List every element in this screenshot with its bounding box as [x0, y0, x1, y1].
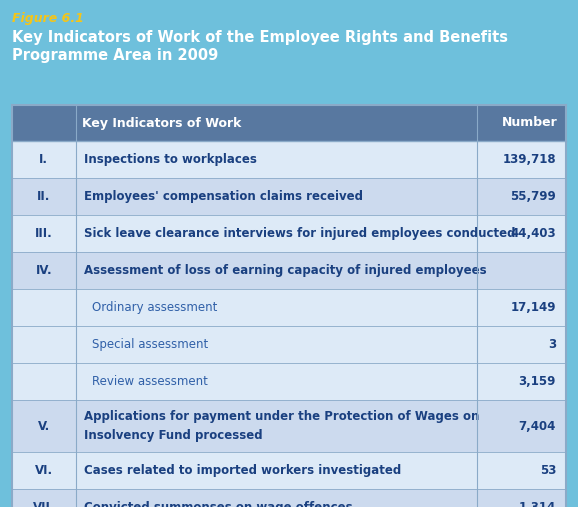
Bar [12, 489, 566, 507]
Text: Convicted summonses on wage offences: Convicted summonses on wage offences [84, 501, 353, 507]
Text: Programme Area in 2009: Programme Area in 2009 [12, 48, 218, 63]
Text: Ordinary assessment: Ordinary assessment [92, 301, 217, 314]
Text: Number: Number [502, 117, 558, 129]
Bar [12, 141, 566, 178]
Bar [12, 289, 566, 326]
Text: IV.: IV. [35, 264, 52, 277]
Text: Insolvency Fund processed: Insolvency Fund processed [84, 429, 262, 442]
Text: 55,799: 55,799 [510, 190, 556, 203]
Bar [12, 452, 566, 489]
Bar [12, 400, 566, 452]
Text: Key Indicators of Work: Key Indicators of Work [81, 117, 241, 129]
Text: Sick leave clearance interviews for injured employees conducted: Sick leave clearance interviews for inju… [84, 227, 515, 240]
Text: Special assessment: Special assessment [92, 338, 208, 351]
Bar [12, 105, 566, 141]
Bar [12, 215, 566, 252]
Text: 3,159: 3,159 [518, 375, 556, 388]
Text: Assessment of loss of earning capacity of injured employees: Assessment of loss of earning capacity o… [84, 264, 486, 277]
Text: Inspections to workplaces: Inspections to workplaces [84, 153, 257, 166]
Text: 1,314: 1,314 [518, 501, 556, 507]
Text: Employees' compensation claims received: Employees' compensation claims received [84, 190, 363, 203]
Text: 3: 3 [548, 338, 556, 351]
Text: 44,403: 44,403 [510, 227, 556, 240]
Text: 53: 53 [540, 464, 556, 477]
Bar [12, 363, 566, 400]
Text: II.: II. [37, 190, 50, 203]
Bar [12, 178, 566, 215]
Text: Figure 6.1: Figure 6.1 [12, 12, 84, 25]
Text: VII.: VII. [32, 501, 55, 507]
Text: Applications for payment under the Protection of Wages on: Applications for payment under the Prote… [84, 410, 479, 423]
Text: III.: III. [35, 227, 53, 240]
Text: Key Indicators of Work of the Employee Rights and Benefits: Key Indicators of Work of the Employee R… [12, 30, 508, 45]
Text: V.: V. [38, 419, 50, 432]
Text: Cases related to imported workers investigated: Cases related to imported workers invest… [84, 464, 401, 477]
Text: VI.: VI. [35, 464, 53, 477]
Bar [12, 326, 566, 363]
Bar [12, 252, 566, 289]
Text: 17,149: 17,149 [510, 301, 556, 314]
Text: 139,718: 139,718 [502, 153, 556, 166]
Text: Review assessment: Review assessment [92, 375, 208, 388]
Text: 7,404: 7,404 [518, 419, 556, 432]
Text: I.: I. [39, 153, 49, 166]
